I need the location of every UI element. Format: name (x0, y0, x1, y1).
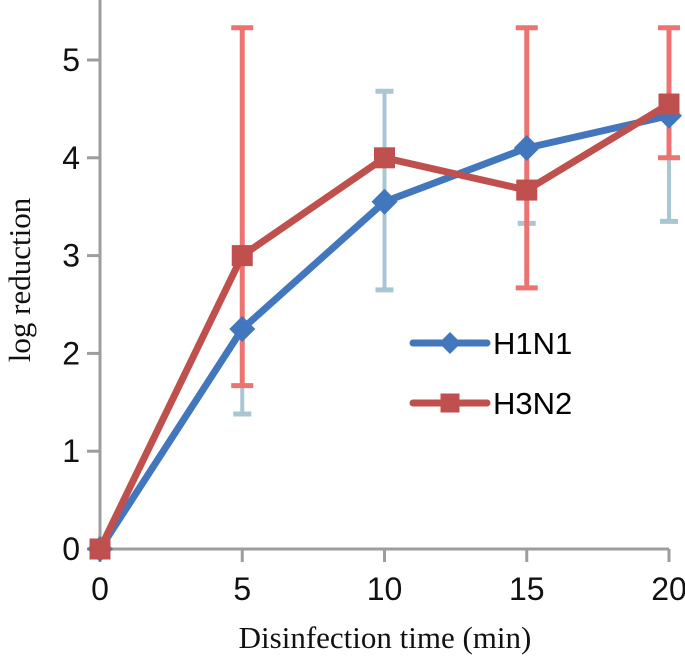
data-series (87, 93, 682, 562)
y-tick-label: 1 (62, 433, 80, 469)
y-axis-title: log reduction (2, 197, 37, 362)
square-marker (374, 147, 395, 169)
x-tick-label: 5 (233, 571, 251, 607)
x-tick-label: 15 (509, 571, 545, 607)
y-tick-label: 5 (62, 42, 80, 78)
square-marker (440, 393, 460, 413)
y-tick-label: 0 (62, 531, 80, 567)
square-marker (516, 179, 538, 201)
square-marker (658, 93, 680, 115)
x-axis-title: Disinfection time (min) (239, 620, 532, 655)
y-tick-label: 3 (62, 238, 80, 274)
x-tick-label: 10 (367, 571, 403, 607)
diamond-marker (513, 135, 540, 162)
x-tick-label: 0 (91, 571, 109, 607)
y-tick-label: 4 (62, 140, 80, 176)
diamond-marker (439, 332, 461, 354)
legend-label-h1n1: H1N1 (493, 326, 572, 361)
legend-markers (409, 332, 491, 413)
diamond-marker (229, 315, 256, 342)
y-tick-label: 2 (62, 335, 80, 371)
square-marker (231, 245, 253, 267)
tick-labels: 0 1 2 3 4 5 0 5 10 15 20 (62, 42, 685, 607)
legend-label-h3n2: H3N2 (493, 386, 572, 421)
square-marker (89, 538, 111, 560)
x-tick-label: 20 (651, 571, 685, 607)
diamond-marker (371, 188, 398, 215)
